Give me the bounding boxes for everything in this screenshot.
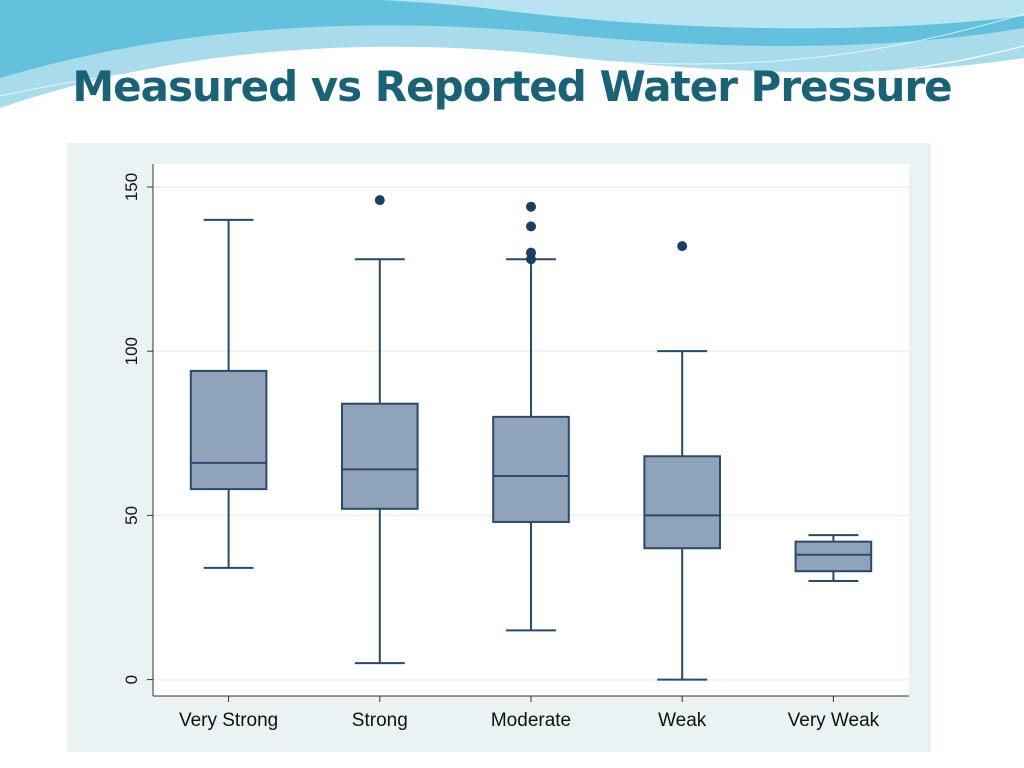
iqr-box: [189, 369, 268, 491]
outlier-point: [526, 201, 536, 212]
outlier-point: [677, 241, 688, 252]
x-tick-label: Strong: [352, 710, 408, 731]
box-group: [643, 241, 722, 681]
outlier-point: [526, 247, 536, 258]
header-wave-decoration: [0, 0, 1024, 113]
box-group: [492, 201, 570, 632]
y-tick-label: 150: [122, 173, 141, 201]
iqr-box: [643, 455, 722, 550]
box-group: [189, 218, 268, 569]
x-tick-label: Moderate: [491, 710, 571, 731]
iqr-box: [492, 415, 570, 523]
chart-panel: 0 50 100 150 Very Strong Strong Moderate Weak V…: [67, 143, 931, 752]
y-tick-label: 0: [122, 675, 141, 684]
iqr-box: [341, 402, 419, 510]
box-series: [189, 195, 873, 681]
box-group: [341, 195, 419, 665]
slide-title: Measured vs Reported Water Pressure: [72, 62, 952, 111]
iqr-box: [794, 540, 873, 573]
y-tick-label: 100: [122, 337, 141, 365]
y-axis-ticks: 0 50 100 150: [122, 173, 153, 684]
x-tick-label: Weak: [658, 710, 707, 731]
x-tick-label: Very Strong: [179, 710, 278, 731]
outlier-point: [374, 195, 385, 206]
outlier-point: [526, 221, 536, 232]
x-tick-label: Very Weak: [788, 710, 880, 731]
y-tick-label: 50: [122, 506, 141, 525]
box-group: [794, 534, 873, 583]
x-axis-ticks: Very Strong Strong Moderate Weak Very Weak: [179, 696, 880, 731]
